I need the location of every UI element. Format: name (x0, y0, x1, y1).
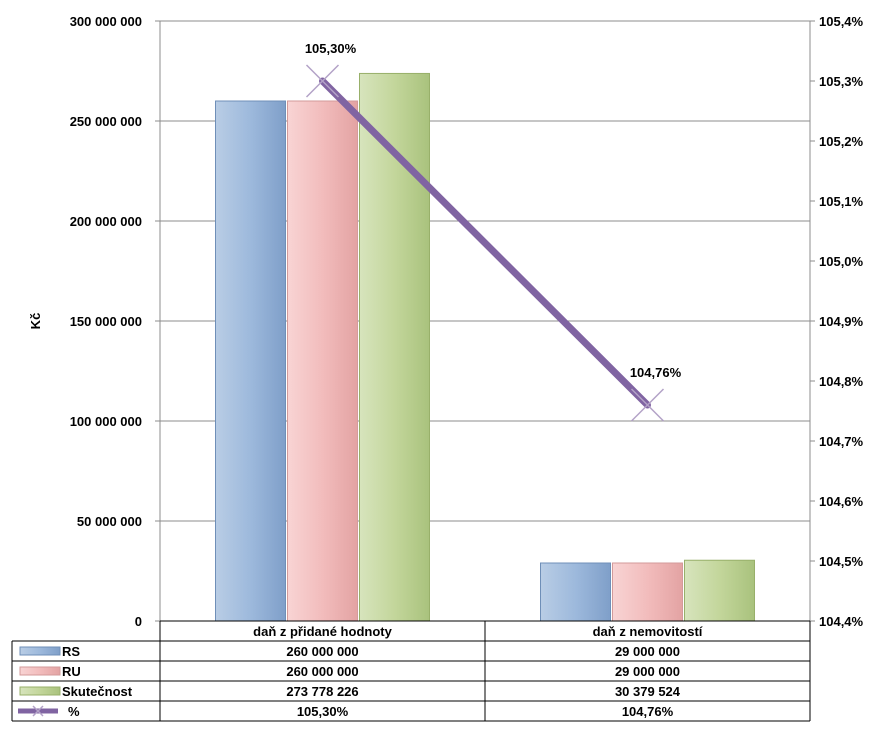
table-cell-value: 260 000 000 (286, 664, 358, 679)
y2-tick-label: 104,4% (819, 614, 864, 629)
y2-tick-label: 104,8% (819, 374, 864, 389)
y-tick-label: 100 000 000 (70, 414, 142, 429)
percent-point-marker (630, 388, 665, 422)
table-cell-value: 29 000 000 (615, 664, 680, 679)
table-cell-value: 29 000 000 (615, 644, 680, 659)
percent-point-marker (305, 64, 340, 98)
percent-data-label: 105,30% (305, 41, 357, 56)
y-tick-label: 0 (135, 614, 142, 629)
y-tick-label: 150 000 000 (70, 314, 142, 329)
y-tick-label: 250 000 000 (70, 114, 142, 129)
bars (215, 72, 755, 622)
y2-tick-label: 105,3% (819, 74, 864, 89)
legend-swatch-ru (19, 666, 61, 676)
table-cell-value: 260 000 000 (286, 644, 358, 659)
legend-label: RU (62, 664, 81, 679)
percent-line: 105,30% 104,76% (305, 41, 682, 422)
bar-rs (215, 100, 286, 622)
table-cell-value: 273 778 226 (286, 684, 358, 699)
y-tick-label: 300 000 000 (70, 14, 142, 29)
y2-tick-label: 105,2% (819, 134, 864, 149)
data-table: daň z přidané hodnoty daň z nemovitostí RS… (11, 620, 811, 722)
y2-tick-label: 105,1% (819, 194, 864, 209)
y2-tick-label: 105,0% (819, 254, 864, 269)
table-cell-value: 105,30% (297, 704, 349, 719)
percent-line-path (319, 77, 651, 409)
legend-label: RS (62, 644, 80, 659)
bar-ru (612, 562, 683, 622)
y2-tick-label: 104,9% (819, 314, 864, 329)
legend-label: % (68, 704, 80, 719)
category-label: daň z nemovitostí (593, 624, 703, 639)
percent-data-label: 104,76% (630, 365, 682, 380)
legend-swatch-rs (19, 646, 61, 656)
table-cell-value: 30 379 524 (615, 684, 681, 699)
legend-label: Skutečnost (62, 684, 133, 699)
y-axis-label: Kč (28, 313, 43, 330)
y-tick-label: 200 000 000 (70, 214, 142, 229)
legend-swatch-percent-marker (32, 705, 44, 717)
category-label: daň z přidané hodnoty (253, 624, 392, 639)
y2-tick-label: 105,4% (819, 14, 864, 29)
y2-tick-label: 104,5% (819, 554, 864, 569)
legend-swatch-skutečnost (19, 686, 61, 696)
y2-tick-label: 104,7% (819, 434, 864, 449)
bar-rs (540, 562, 611, 622)
bar-skutečnost (684, 559, 755, 622)
y2-tick-label: 104,6% (819, 494, 864, 509)
table-cell-value: 104,76% (622, 704, 674, 719)
bar-ru (287, 100, 358, 622)
y-tick-label: 50 000 000 (77, 514, 142, 529)
